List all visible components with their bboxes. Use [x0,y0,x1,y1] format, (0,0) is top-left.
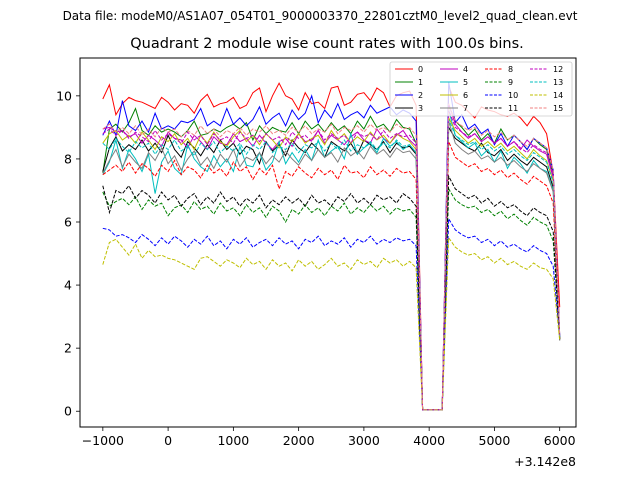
legend-label-10: 10 [508,91,518,100]
y-tick-label: 2 [64,341,72,356]
x-tick-label: −1000 [82,433,124,448]
legend-label-11: 11 [508,104,518,113]
series-line-3 [102,125,561,411]
series-line-12 [102,109,561,411]
series-line-5 [102,109,561,411]
x-offset-label: +3.142e8 [514,454,576,469]
series-line-7 [102,120,561,411]
legend-box [389,61,573,117]
legend-label-12: 12 [553,65,563,74]
x-tick-label: 3000 [348,433,380,448]
legend-label-14: 14 [553,91,563,100]
series-line-1 [102,105,561,411]
legend-label-7: 7 [463,104,468,113]
y-tick-label: 0 [64,404,72,419]
x-tick-label: 1000 [217,433,249,448]
y-tick-label: 4 [64,278,72,293]
chart-title: Quadrant 2 module wise count rates with … [130,36,524,52]
series-line-14 [102,236,561,411]
series-line-11 [102,174,561,411]
legend-label-5: 5 [463,78,468,87]
legend-label-8: 8 [508,65,513,74]
legend-label-6: 6 [463,91,468,100]
legend-label-15: 15 [553,104,563,113]
series-line-10 [102,217,561,411]
x-tick-label: 0 [164,433,172,448]
legend-label-0: 0 [418,65,423,74]
ticks-layer: −1000 0 1000 2000 3000 4000 5000 6000 0 2 4 6 8 10 [56,88,576,448]
x-tick-label: 4000 [413,433,445,448]
series-line-15 [102,103,561,411]
x-tick-label: 6000 [544,433,576,448]
series-line-2 [102,81,561,411]
series-line-8 [102,141,561,411]
legend-label-13: 13 [553,78,563,87]
legend-label-3: 3 [418,104,423,113]
legend-label-2: 2 [418,91,423,100]
x-tick-label: 5000 [479,433,511,448]
legend-label-4: 4 [463,65,468,74]
axes-frame [79,57,577,428]
y-tick-label: 6 [64,215,72,230]
legend-label-1: 1 [418,78,423,87]
series-layer [102,81,561,411]
legend-label-9: 9 [508,78,513,87]
series-line-13 [102,119,561,411]
series-line-4 [102,103,561,411]
y-tick-label: 10 [56,88,72,103]
y-tick-label: 8 [64,151,72,166]
figure-suptitle: Data file: modeM0/AS1A07_054T01_90000033… [63,9,578,23]
x-tick-label: 2000 [283,433,315,448]
